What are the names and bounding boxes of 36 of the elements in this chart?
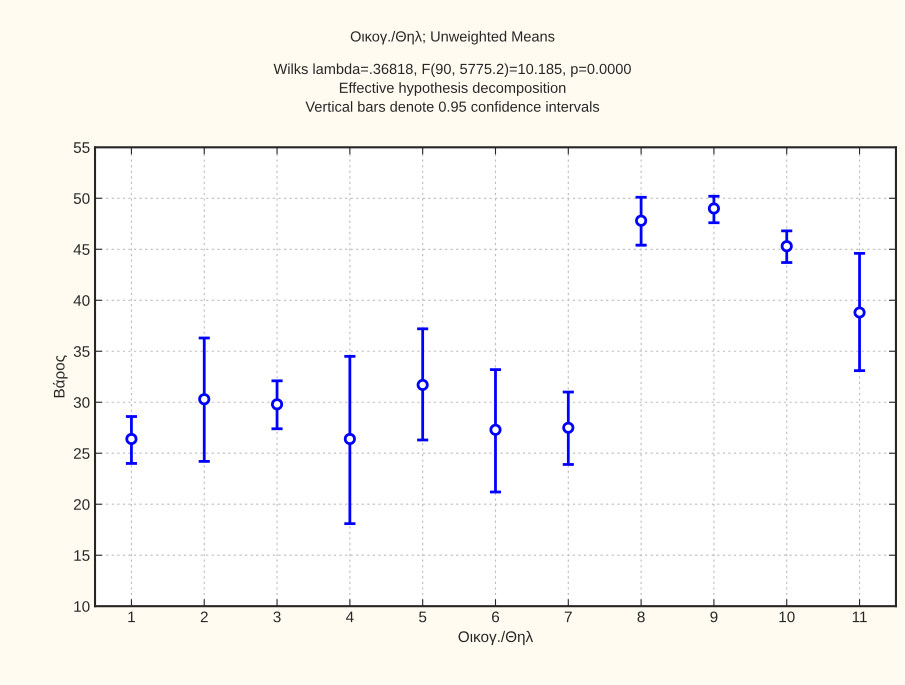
x-tick-label: 6 xyxy=(492,611,500,622)
point xyxy=(125,432,138,446)
x-tick-label: 7 xyxy=(564,612,572,622)
x-tick-label: 4 xyxy=(346,612,354,622)
y-axis-title: Βάρος xyxy=(52,355,68,398)
y-tick-label: 40 xyxy=(74,295,90,306)
y-tick-label: 25 xyxy=(74,448,90,459)
y-tick-label: 55 xyxy=(74,142,90,153)
x-tick-label: 5 xyxy=(419,612,426,622)
y-tick-label: 10 xyxy=(74,601,90,612)
point xyxy=(416,378,429,391)
y-tick-label: 15 xyxy=(74,550,90,561)
y-tick-label: 50 xyxy=(74,193,90,204)
point xyxy=(708,202,720,215)
x-axis-title: Οικογ./Θηλ xyxy=(458,630,534,646)
y-tick-label: 45 xyxy=(74,244,90,255)
y-tick-label: 30 xyxy=(74,397,90,408)
chart-subtitle: Wilks lambda=.36818, F(90, 5775.2)=10.185, p=0.0000 Effective hypothesis decomposition Vertical bars denote 0.95 confidence intervals xyxy=(274,63,631,112)
point xyxy=(635,214,648,227)
y-tick-label: 35 xyxy=(74,346,90,357)
x-tick-label: 10 xyxy=(779,611,795,622)
point xyxy=(853,306,866,319)
point xyxy=(198,393,210,406)
chart-title: Οικογ./Θηλ; Unweighted Means xyxy=(350,30,554,44)
x-tick-label: 11 xyxy=(852,612,867,622)
x-tick-label: 9 xyxy=(710,611,718,622)
point xyxy=(271,398,284,410)
point xyxy=(562,422,574,434)
y-tick-label: 20 xyxy=(74,499,90,510)
x-tick-label: 2 xyxy=(200,611,208,622)
x-tick-label: 8 xyxy=(638,611,645,622)
x-tick-label: 3 xyxy=(273,611,281,622)
x-tick-label: 1 xyxy=(128,612,135,622)
point xyxy=(344,432,356,446)
point xyxy=(780,240,793,252)
point xyxy=(489,424,502,436)
